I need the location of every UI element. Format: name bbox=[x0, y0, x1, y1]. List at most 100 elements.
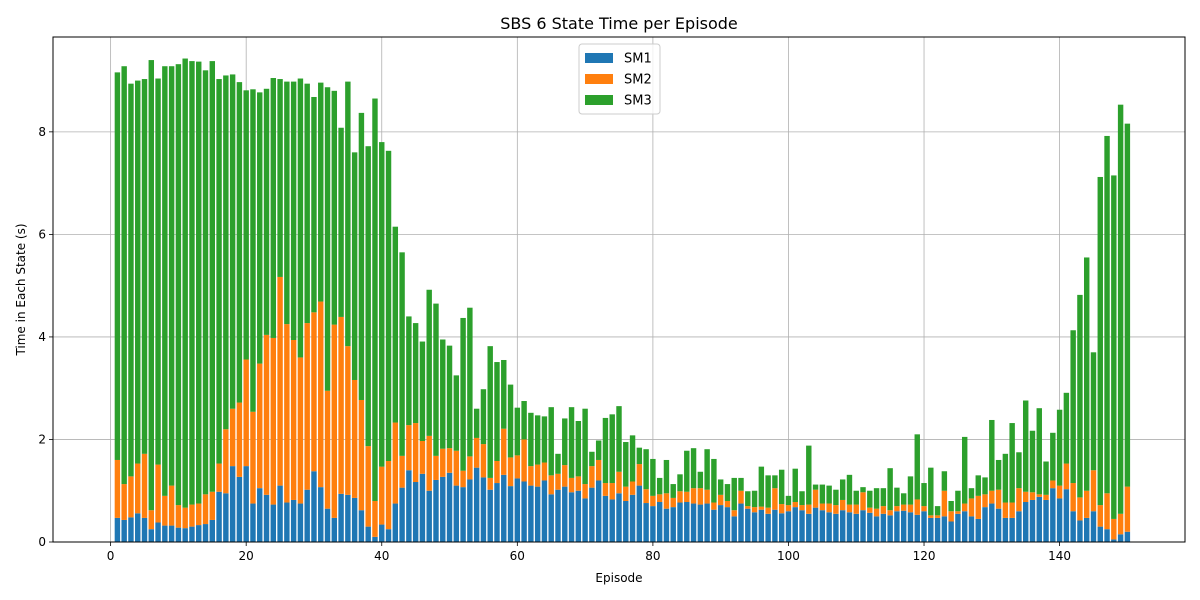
bar-sm3-episode-76 bbox=[623, 442, 629, 487]
bar-sm2-episode-12 bbox=[189, 504, 195, 527]
bar-sm2-episode-28 bbox=[297, 357, 304, 504]
bar-sm1-episode-138 bbox=[1043, 499, 1049, 542]
bar-sm1-episode-20 bbox=[243, 466, 249, 542]
bar-sm2-episode-37 bbox=[358, 399, 365, 511]
bar-sm1-episode-119 bbox=[914, 514, 920, 542]
bar-sm3-episode-88 bbox=[704, 449, 710, 490]
bar-sm3-episode-110 bbox=[853, 490, 859, 505]
bar-sm1-episode-76 bbox=[623, 500, 629, 542]
bar-sm1-episode-123 bbox=[941, 516, 948, 542]
bar-sm1-episode-68 bbox=[568, 492, 575, 542]
y-tick-label: 6 bbox=[38, 227, 46, 241]
bar-sm2-episode-1 bbox=[114, 459, 121, 518]
bar-sm2-episode-52 bbox=[460, 470, 466, 488]
bar-sm1-episode-84 bbox=[677, 502, 683, 542]
bar-sm2-episode-22 bbox=[257, 363, 263, 489]
y-tick-label: 0 bbox=[38, 535, 46, 549]
bar-sm2-episode-121 bbox=[928, 515, 934, 518]
chart-title: SBS 6 State Time per Episode bbox=[500, 14, 738, 33]
bar-sm1-episode-83 bbox=[670, 507, 676, 542]
bar-sm1-episode-32 bbox=[324, 508, 331, 542]
bar-sm1-episode-120 bbox=[921, 511, 927, 542]
bar-sm3-episode-123 bbox=[941, 471, 948, 491]
bar-sm3-episode-128 bbox=[975, 475, 981, 496]
bar-sm1-episode-3 bbox=[128, 517, 134, 542]
bar-sm3-episode-141 bbox=[1063, 392, 1070, 464]
bar-sm3-episode-90 bbox=[717, 479, 724, 495]
bar-sm1-episode-134 bbox=[1016, 511, 1022, 542]
bar-sm1-episode-94 bbox=[745, 508, 751, 542]
bar-sm2-episode-126 bbox=[961, 503, 968, 512]
bar-sm3-episode-140 bbox=[1056, 409, 1063, 486]
bar-sm2-episode-98 bbox=[772, 488, 778, 510]
bar-sm1-episode-114 bbox=[880, 513, 887, 542]
bar-sm3-episode-1 bbox=[114, 72, 121, 460]
bar-sm1-episode-49 bbox=[440, 476, 446, 542]
bar-sm2-episode-99 bbox=[778, 504, 785, 514]
bar-sm1-episode-58 bbox=[501, 474, 507, 542]
bar-sm2-episode-122 bbox=[934, 515, 941, 518]
bar-sm1-episode-48 bbox=[433, 479, 439, 542]
bar-sm3-episode-142 bbox=[1070, 330, 1076, 484]
bar-sm1-episode-113 bbox=[873, 516, 880, 542]
bar-sm2-episode-51 bbox=[453, 450, 460, 486]
bar-sm2-episode-124 bbox=[948, 511, 954, 522]
bar-sm2-episode-101 bbox=[792, 502, 798, 508]
bar-sm2-episode-88 bbox=[704, 489, 710, 504]
bar-sm3-episode-71 bbox=[589, 451, 595, 467]
bar-sm3-episode-99 bbox=[778, 469, 785, 505]
bar-sm3-episode-94 bbox=[745, 491, 751, 507]
bar-sm1-episode-146 bbox=[1097, 526, 1103, 542]
bar-sm3-episode-25 bbox=[277, 79, 283, 277]
bar-sm3-episode-21 bbox=[250, 89, 256, 412]
bar-sm2-episode-19 bbox=[236, 402, 243, 477]
bar-sm2-episode-129 bbox=[982, 494, 988, 508]
bar-sm3-episode-68 bbox=[568, 407, 575, 478]
bar-sm1-episode-60 bbox=[514, 478, 521, 542]
bar-sm1-episode-34 bbox=[338, 493, 344, 542]
bar-sm3-episode-5 bbox=[141, 79, 148, 454]
bar-sm2-episode-111 bbox=[860, 492, 866, 511]
bar-sm3-episode-33 bbox=[331, 90, 338, 325]
bar-sm2-episode-142 bbox=[1070, 483, 1076, 512]
bar-sm3-episode-124 bbox=[948, 500, 954, 512]
bar-sm2-episode-46 bbox=[419, 441, 426, 474]
bar-sm1-episode-72 bbox=[595, 480, 602, 542]
bar-sm2-episode-145 bbox=[1090, 470, 1097, 512]
bar-sm3-episode-112 bbox=[867, 490, 873, 508]
bar-sm2-episode-41 bbox=[385, 460, 392, 530]
bar-sm3-episode-86 bbox=[690, 448, 697, 489]
bar-sm3-episode-19 bbox=[236, 82, 243, 403]
bar-sm2-episode-10 bbox=[175, 505, 182, 528]
x-tick-label: 140 bbox=[1048, 549, 1071, 563]
bar-sm3-episode-131 bbox=[995, 459, 1002, 490]
bar-sm2-episode-81 bbox=[656, 494, 663, 503]
bar-sm2-episode-54 bbox=[473, 437, 480, 468]
bar-sm2-episode-94 bbox=[745, 506, 751, 509]
bar-sm2-episode-86 bbox=[690, 488, 697, 504]
bar-sm1-episode-18 bbox=[229, 466, 236, 542]
bar-sm2-episode-70 bbox=[582, 484, 588, 499]
bar-sm1-episode-19 bbox=[236, 476, 243, 542]
bar-sm2-episode-47 bbox=[426, 435, 432, 491]
bar-sm3-episode-41 bbox=[385, 150, 392, 461]
bar-sm1-episode-63 bbox=[534, 486, 541, 542]
bar-sm2-episode-64 bbox=[541, 462, 548, 481]
bar-sm3-episode-122 bbox=[934, 506, 941, 516]
bar-sm3-episode-44 bbox=[406, 316, 412, 426]
bar-sm1-episode-35 bbox=[345, 494, 351, 542]
bars bbox=[114, 58, 1131, 542]
bar-sm3-episode-150 bbox=[1124, 123, 1131, 487]
bar-sm1-episode-96 bbox=[758, 509, 765, 542]
bar-sm3-episode-98 bbox=[772, 475, 778, 489]
bar-sm3-episode-100 bbox=[785, 495, 792, 506]
bar-sm2-episode-91 bbox=[724, 500, 731, 508]
bar-sm2-episode-108 bbox=[839, 499, 846, 511]
bar-sm1-episode-124 bbox=[948, 521, 954, 542]
bar-sm3-episode-96 bbox=[758, 466, 765, 507]
bar-sm3-episode-23 bbox=[263, 88, 270, 335]
bar-sm1-episode-22 bbox=[257, 488, 263, 542]
bar-sm2-episode-150 bbox=[1124, 486, 1131, 532]
bar-sm1-episode-51 bbox=[453, 485, 460, 542]
bar-sm1-episode-38 bbox=[365, 526, 371, 542]
